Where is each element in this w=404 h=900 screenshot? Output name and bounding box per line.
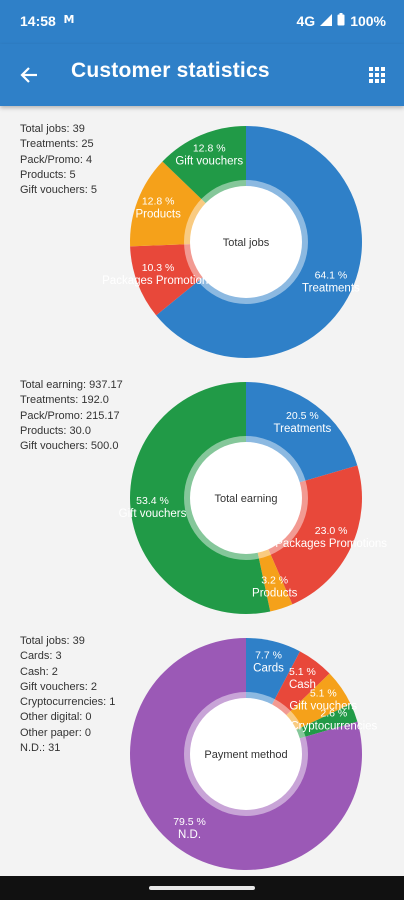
slice-percent-label: 5.1 %: [289, 666, 316, 678]
summary-line: Other paper: 0: [20, 726, 91, 739]
chart-center-label: Total jobs: [223, 237, 270, 249]
signal-icon: [320, 13, 333, 29]
status-right: 4G 100%: [296, 13, 386, 29]
slice-percent-label: 53.4 %: [136, 495, 169, 507]
summary-line: Treatments: 192.0: [20, 394, 109, 407]
slice-percent-label: 2.6 %: [320, 707, 347, 719]
summary-line: Gift vouchers: 500.0: [20, 440, 119, 453]
status-time: 14:58: [20, 13, 56, 29]
summary-line: Gift vouchers: 5: [20, 184, 98, 197]
summary-line: Total jobs: 39: [20, 635, 85, 647]
summary-line: Total earning: 937.17: [20, 379, 123, 391]
summary-line: Products: 30.0: [20, 424, 91, 437]
donut-hole: [190, 698, 302, 810]
slice-name-label: Cash: [289, 679, 316, 691]
back-button[interactable]: [14, 60, 44, 90]
slice-name-label: Products: [135, 208, 181, 220]
earning-donut-chart: Total earning 20.5 %Treatments 23.0 %Packa…: [119, 382, 387, 614]
donut-hole: [190, 442, 302, 554]
slice-name-label: Cards: [253, 663, 284, 675]
summary-line: Cryptocurrencies: 1: [20, 696, 116, 709]
summary-line: Products: 5: [20, 168, 76, 181]
slice-name-label: Gift vouchers: [175, 155, 243, 167]
slice-percent-label: 10.3 %: [142, 262, 175, 274]
jobs-donut-chart: Total jobs 64.1 %Treatments 10.3 %Packages…: [102, 126, 362, 358]
slice-percent-label: 12.8 %: [142, 195, 175, 207]
home-gesture-handle[interactable]: [149, 886, 255, 890]
earning-section: Total earning: 937.17 Treatments: 192.0 …: [0, 372, 404, 622]
slice-percent-label: 79.5 %: [173, 816, 206, 828]
jobs-summary: Total jobs: 39 Treatments: 25 Pack/Promo…: [20, 122, 97, 198]
chart-center-label: Payment method: [204, 749, 287, 761]
arrow-left-icon: [20, 67, 37, 83]
summary-line: Cards: 3: [20, 650, 62, 663]
slice-percent-label: 3.2 %: [261, 574, 288, 586]
slice-percent-label: 23.0 %: [315, 525, 348, 537]
slice-name-label: Treatments: [274, 423, 332, 435]
battery-icon: [337, 13, 345, 29]
slice-percent-label: 7.7 %: [255, 650, 282, 662]
chart-center-label: Total earning: [215, 493, 278, 505]
battery-level: 100%: [350, 13, 386, 29]
jobs-section: Total jobs: 39 Treatments: 25 Pack/Promo…: [0, 116, 404, 366]
slice-name-label: Cryptocurrencies: [290, 720, 377, 732]
notification-icon: M: [63, 13, 75, 26]
donut-hole: [190, 186, 302, 298]
payment-summary: Total jobs: 39 Cards: 3 Cash: 2 Gift vou…: [20, 634, 115, 756]
summary-line: Cash: 2: [20, 665, 58, 678]
payment-section: Total jobs: 39 Cards: 3 Cash: 2 Gift vou…: [0, 628, 404, 878]
summary-line: Total jobs: 39: [20, 123, 85, 135]
slice-percent-label: 64.1 %: [315, 269, 348, 281]
summary-line: Other digital: 0: [20, 711, 92, 724]
slice-percent-label: 5.1 %: [310, 687, 337, 699]
slice-name-label: Gift vouchers: [119, 508, 187, 520]
slice-percent-label: 12.8 %: [193, 142, 226, 154]
slice-name-label: Treatments: [302, 282, 360, 294]
system-nav-bar: [0, 876, 404, 900]
slice-name-label: Packages Promotions: [275, 538, 387, 550]
slice-name-label: Products: [252, 587, 298, 599]
summary-line: Pack/Promo: 215.17: [20, 409, 120, 422]
summary-line: Treatments: 25: [20, 138, 94, 151]
grid-menu-button[interactable]: [362, 60, 392, 90]
status-bar: 14:58 M 4G 100%: [0, 0, 404, 44]
app-bar: Customer statistics: [0, 44, 404, 106]
slice-name-label: Gift vouchers: [289, 700, 357, 712]
summary-line: N.D.: 31: [20, 742, 61, 755]
slice-name-label: Packages Promotions: [102, 275, 214, 287]
slice-percent-label: 20.5 %: [286, 410, 319, 422]
grid-icon: [369, 67, 385, 83]
summary-line: Gift vouchers: 2: [20, 680, 98, 693]
earning-summary: Total earning: 937.17 Treatments: 192.0 …: [20, 378, 123, 454]
page-title: Customer statistics: [71, 59, 270, 82]
network-type: 4G: [296, 13, 316, 29]
slice-name-label: N.D.: [178, 829, 201, 841]
summary-line: Pack/Promo: 4: [20, 153, 93, 166]
